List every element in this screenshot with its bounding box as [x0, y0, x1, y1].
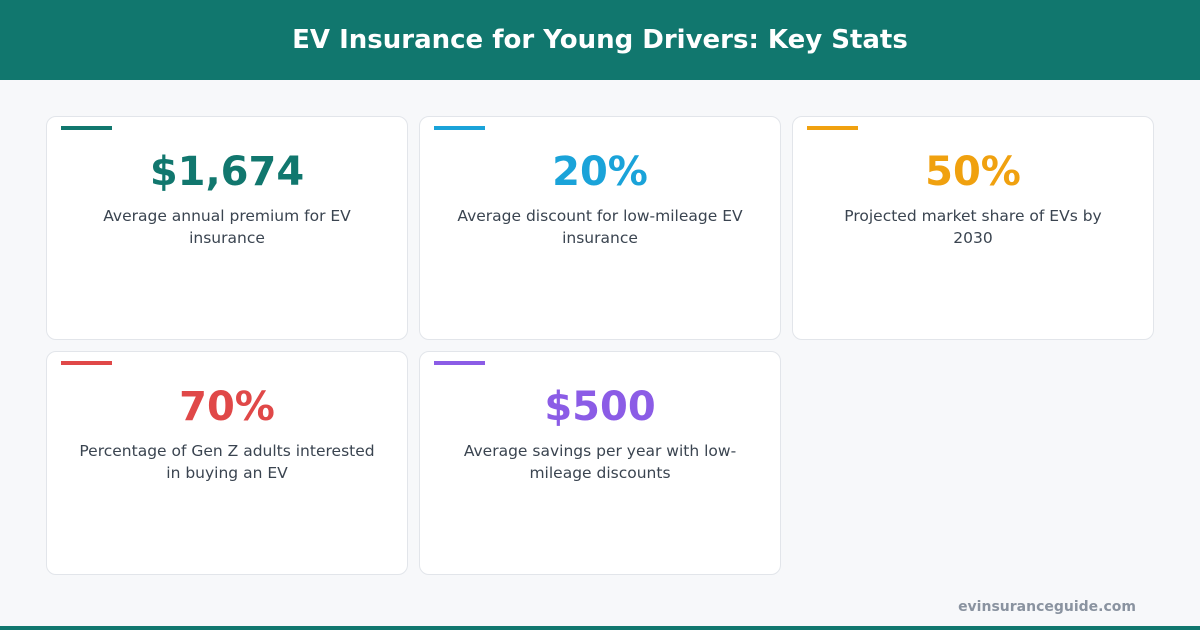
- stat-label: Average discount for low-mileage EV insu…: [457, 207, 743, 247]
- footer-site: evinsuranceguide.com: [958, 599, 1136, 615]
- bottom-border: [0, 626, 1200, 630]
- accent-bar: [61, 361, 112, 365]
- stat-value: $500: [544, 384, 656, 430]
- stat-label: Projected market share of EVs by 2030: [844, 207, 1102, 247]
- stat-label: Average annual premium for EV insurance: [103, 207, 351, 247]
- stat-card: 70% Percentage of Gen Z adults interested…: [46, 351, 408, 575]
- accent-bar: [434, 361, 485, 365]
- stat-card: $500 Average savings per year with low-mi…: [419, 351, 781, 575]
- stat-label: Average savings per year with low-mileag…: [463, 442, 737, 482]
- header-title: EV Insurance for Young Drivers: Key Stat…: [0, 0, 1200, 80]
- accent-bar: [434, 126, 485, 130]
- stat-value: 20%: [552, 149, 648, 195]
- card-grid: $1,674 Average annual premium for EV insu…: [46, 116, 1154, 575]
- stat-card: $1,674 Average annual premium for EV insu…: [46, 116, 408, 340]
- accent-bar: [807, 126, 858, 130]
- stat-label: Percentage of Gen Z adults interested in…: [79, 442, 375, 482]
- stat-value: 50%: [925, 149, 1021, 195]
- stat-value: 70%: [179, 384, 275, 430]
- accent-bar: [61, 126, 112, 130]
- stat-value: $1,674: [149, 149, 305, 195]
- stat-card: 20% Average discount for low-mileage EV i…: [419, 116, 781, 340]
- stat-card: 50% Projected market share of EVs by 2030: [792, 116, 1154, 340]
